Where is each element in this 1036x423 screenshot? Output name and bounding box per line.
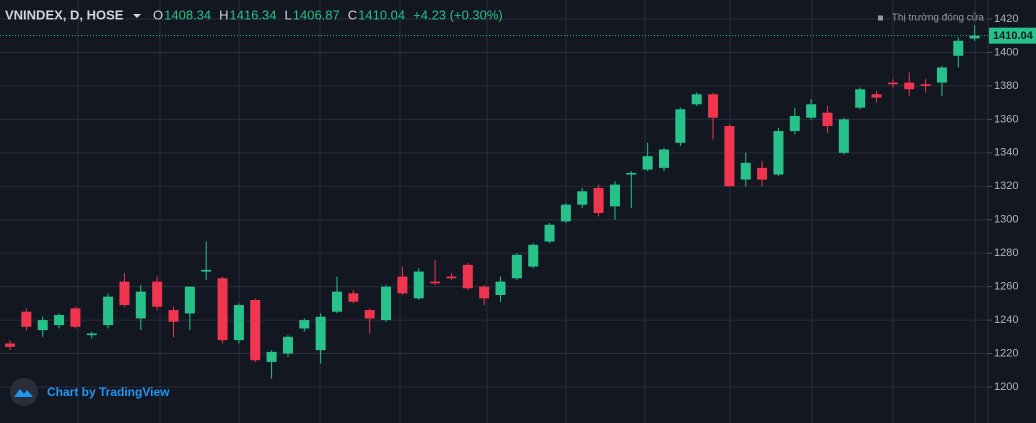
candle-body	[609, 184, 620, 207]
candle-body	[217, 278, 228, 341]
candle-body	[495, 281, 506, 295]
candle-body	[920, 84, 931, 86]
y-tick-label: 1340	[994, 147, 1018, 159]
time-grid	[77, 0, 976, 423]
y-tick-label: 1240	[994, 314, 1018, 326]
candle-body	[184, 286, 195, 314]
candle-body	[103, 296, 114, 326]
y-tick-label: 1280	[994, 247, 1018, 259]
symbol-title: VNINDEX, D, HOSE	[5, 7, 124, 22]
ohlc-value: 1410.04	[358, 7, 405, 22]
candle-body	[332, 291, 342, 312]
candle-body	[560, 204, 571, 222]
candle-body	[250, 300, 261, 361]
candle-body	[528, 244, 539, 267]
ohlc-label: O	[153, 7, 163, 22]
candle-body	[462, 264, 473, 289]
watermark: Chart by TradingView	[47, 385, 170, 399]
candle-body	[5, 343, 15, 347]
symbol-caret	[133, 14, 141, 18]
candle-body	[887, 82, 898, 85]
candle-body	[757, 167, 768, 180]
candle-body	[364, 310, 375, 319]
candle-body	[70, 308, 81, 327]
candle-body	[675, 109, 686, 143]
candle-body	[201, 269, 212, 272]
candle-body	[626, 172, 637, 175]
candle-body	[479, 286, 490, 299]
y-tick-label: 1320	[994, 180, 1018, 192]
candle-body	[381, 286, 392, 321]
last-price-box	[989, 27, 1036, 44]
candle-body	[135, 291, 146, 319]
candle-body	[936, 67, 947, 83]
ohlc-label: H	[219, 7, 228, 22]
candle-body	[904, 82, 915, 90]
candle-body	[871, 94, 882, 98]
candle-body	[282, 336, 293, 354]
ohlc-value: 1416.34	[230, 7, 277, 22]
candle-body	[659, 149, 669, 168]
y-tick-label: 1400	[994, 46, 1018, 58]
candle-body	[86, 333, 97, 336]
candle-body	[511, 254, 522, 279]
ohlc-label: L	[285, 7, 292, 22]
candle-body	[413, 271, 424, 299]
last-price-label: 1410.04	[993, 30, 1034, 42]
change-value: +4.23 (+0.30%)	[413, 7, 503, 22]
candle-body	[348, 293, 359, 302]
ohlc-label: C	[348, 7, 357, 22]
candle-body	[953, 40, 964, 56]
y-tick-label: 1420	[994, 13, 1018, 25]
candle-body	[233, 305, 244, 341]
candle-body	[642, 156, 653, 170]
candle-body	[37, 320, 48, 331]
candle-body	[168, 310, 179, 322]
logo-badge	[10, 378, 38, 406]
candle-body	[789, 116, 800, 132]
y-tick-label: 1220	[994, 347, 1018, 359]
candle-body	[577, 191, 588, 205]
y-tick-label: 1360	[994, 113, 1018, 125]
candle-body	[299, 320, 310, 329]
y-tick-label: 1300	[994, 214, 1018, 226]
candle-body	[119, 281, 130, 306]
logo-icon	[14, 389, 33, 397]
candle-body	[969, 35, 980, 39]
candle-body	[806, 104, 817, 118]
y-tick-label: 1380	[994, 80, 1018, 92]
candle-body	[724, 126, 735, 187]
ohlc-value: 1406.87	[293, 7, 340, 22]
y-tick-label: 1200	[994, 381, 1018, 393]
status-dot	[878, 15, 883, 21]
y-tick-label: 1260	[994, 281, 1018, 293]
candle-body	[740, 162, 751, 180]
candle-body	[21, 311, 32, 327]
candle-body	[773, 131, 784, 175]
candle-body	[708, 94, 719, 118]
candle-body	[838, 119, 849, 153]
candle-body	[544, 224, 555, 242]
candle-body	[691, 94, 702, 105]
candle-body	[152, 281, 163, 307]
candle-body	[822, 112, 833, 127]
candle-body	[430, 281, 441, 284]
candle-body	[446, 276, 457, 279]
candle-body	[855, 89, 866, 108]
market-status: Thị trường đóng cửa	[892, 12, 985, 24]
candle-body	[54, 315, 65, 326]
candle-body	[266, 351, 277, 362]
candle-body	[397, 276, 408, 294]
candle-body	[315, 316, 326, 351]
candle-body	[593, 187, 604, 214]
ohlc-value: 1408.34	[164, 7, 211, 22]
